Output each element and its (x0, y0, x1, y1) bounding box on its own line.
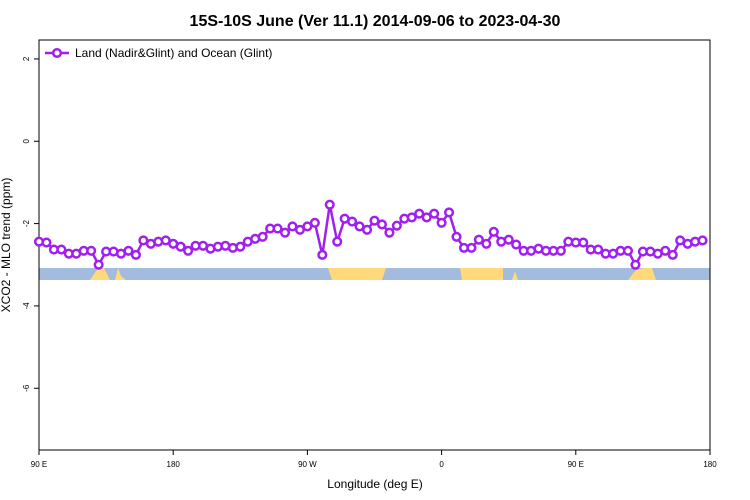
data-point (347, 216, 358, 227)
data-point (361, 224, 373, 235)
y-tick-label: -6 (22, 384, 31, 392)
data-point (123, 245, 134, 256)
data-point (130, 249, 141, 260)
data-point (421, 212, 432, 223)
data-point (235, 241, 246, 252)
data-point (317, 249, 328, 260)
data-point (578, 237, 589, 248)
data-point (272, 223, 283, 234)
data-point (332, 236, 343, 247)
legend-label: Land (Nadir&Glint) and Ocean (Glint) (75, 46, 272, 60)
surface-band (39, 268, 710, 280)
data-point (384, 227, 395, 238)
data-point (697, 235, 708, 246)
y-tick-label: 2 (22, 56, 31, 61)
x-tick-label: 180 (703, 460, 717, 469)
chart-title: 15S-10S June (Ver 11.1) 2014-09-06 to 20… (190, 13, 561, 30)
x-tick-label: 0 (439, 460, 444, 469)
legend-marker (51, 47, 63, 59)
data-point (56, 244, 67, 255)
data-point (555, 245, 566, 256)
data-point (93, 259, 104, 270)
data-point (429, 208, 440, 219)
data-point (481, 238, 492, 249)
x-tick-label: 90 E (31, 460, 47, 469)
data-point (511, 239, 522, 250)
x-axis-label: Longitude (deg E) (327, 477, 422, 491)
data-point (279, 227, 291, 238)
data-point (309, 217, 320, 228)
data-point (376, 219, 388, 230)
data-point (593, 244, 604, 255)
data-point (302, 221, 313, 232)
y-tick-label: -2 (22, 219, 31, 227)
y-axis-label: XCO2 - MLO trend (ppm) (0, 178, 13, 313)
data-point (444, 207, 455, 218)
data-point (257, 231, 268, 242)
data-point (466, 242, 477, 253)
data-point (175, 241, 186, 252)
data-point (86, 245, 97, 256)
x-tick-label: 90 W (298, 460, 317, 469)
data-point (41, 237, 52, 248)
data-point (503, 234, 514, 245)
data-point (391, 220, 402, 231)
x-tick-label: 90 E (568, 460, 584, 469)
data-point (436, 217, 447, 228)
data-point (406, 212, 417, 223)
data-point (622, 245, 634, 256)
data-point (183, 245, 194, 256)
data-point (324, 199, 335, 210)
data-point (473, 234, 484, 245)
y-tick-label: -4 (22, 302, 31, 310)
data-point (630, 259, 641, 270)
data-point (451, 231, 462, 242)
y-tick-label: 0 (22, 138, 31, 143)
data-point (414, 208, 425, 219)
data-point (667, 249, 678, 260)
data-point (369, 215, 380, 226)
data-point (660, 245, 671, 256)
data-point (488, 226, 499, 237)
x-tick-label: 180 (167, 460, 181, 469)
